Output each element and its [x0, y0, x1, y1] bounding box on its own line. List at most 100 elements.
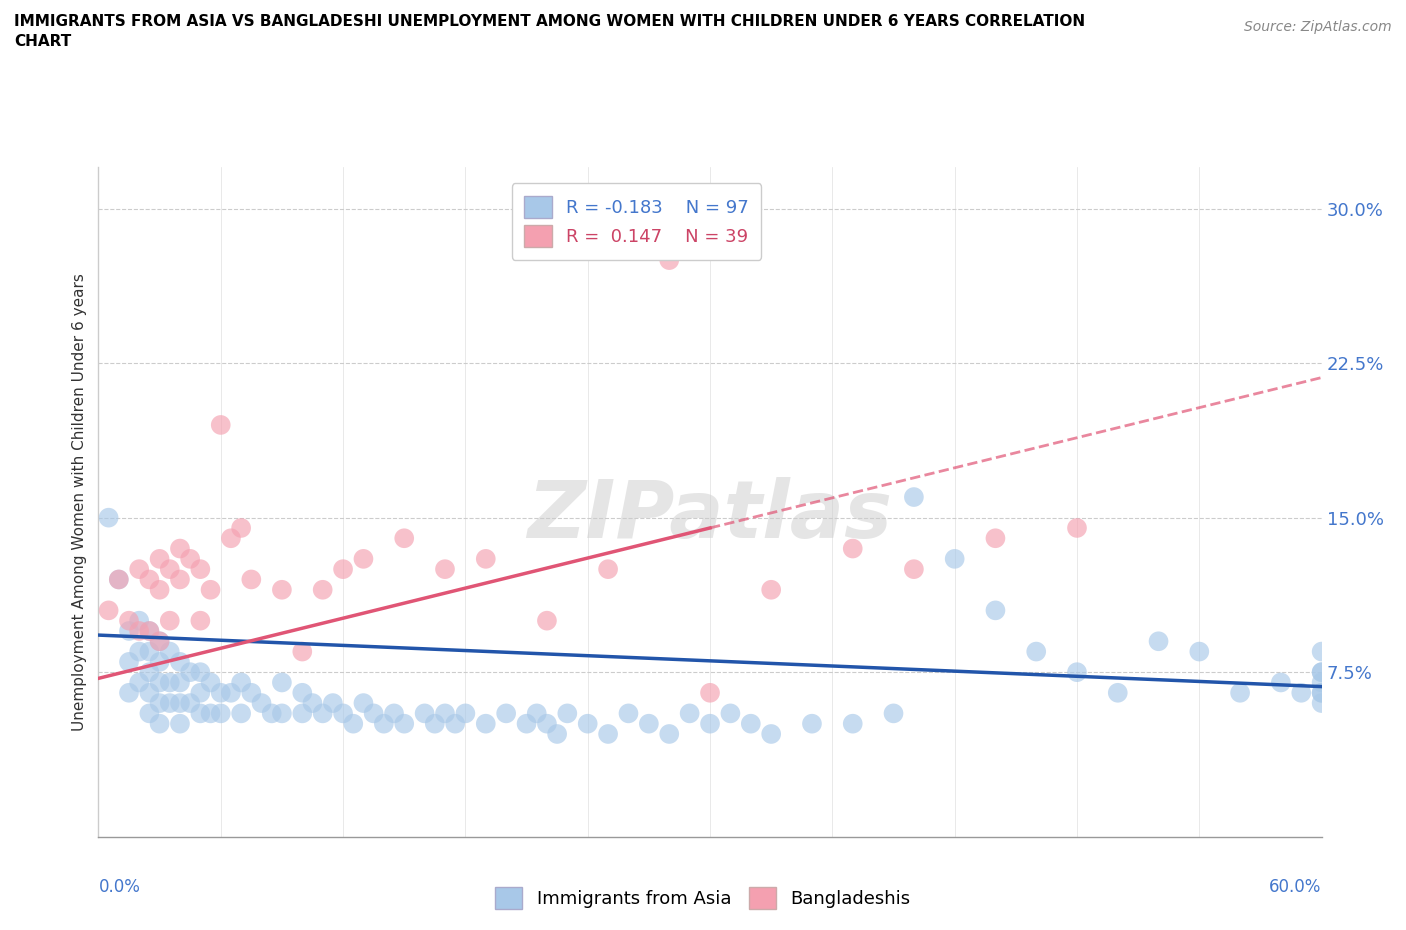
Point	[1107, 685, 1129, 700]
Text: ZIPatlas: ZIPatlas	[527, 476, 893, 554]
Point	[149, 551, 172, 566]
Point	[423, 716, 446, 731]
Point	[209, 706, 232, 721]
Point	[301, 696, 323, 711]
Point	[97, 511, 120, 525]
Point	[536, 716, 558, 731]
Point	[516, 716, 538, 731]
Point	[159, 644, 181, 659]
Point	[188, 562, 212, 577]
Point	[108, 572, 131, 587]
Point	[312, 706, 335, 721]
Point	[200, 582, 222, 597]
Point	[658, 726, 681, 741]
Point	[149, 716, 172, 731]
Point	[270, 582, 294, 597]
Point	[1310, 685, 1333, 700]
Point	[128, 562, 150, 577]
Point	[1310, 696, 1333, 711]
Point	[118, 623, 141, 638]
Point	[149, 634, 172, 649]
Point	[138, 623, 160, 638]
Point	[1270, 675, 1292, 690]
Point	[138, 623, 160, 638]
Point	[1147, 634, 1170, 649]
Point	[312, 582, 335, 597]
Point	[699, 685, 721, 700]
Point	[138, 685, 160, 700]
Point	[903, 562, 925, 577]
Point	[270, 706, 294, 721]
Point	[200, 706, 222, 721]
Point	[332, 562, 354, 577]
Point	[169, 696, 191, 711]
Point	[841, 541, 863, 556]
Point	[169, 655, 191, 670]
Point	[159, 696, 181, 711]
Point	[332, 706, 354, 721]
Point	[231, 521, 253, 536]
Legend: Immigrants from Asia, Bangladeshis: Immigrants from Asia, Bangladeshis	[488, 880, 918, 916]
Point	[598, 726, 620, 741]
Point	[658, 253, 681, 268]
Point	[474, 716, 498, 731]
Point	[291, 706, 314, 721]
Point	[1310, 665, 1333, 680]
Point	[270, 675, 294, 690]
Point	[1025, 644, 1047, 659]
Point	[240, 572, 263, 587]
Point	[576, 716, 599, 731]
Point	[637, 716, 661, 731]
Point	[444, 716, 467, 731]
Point	[240, 685, 263, 700]
Point	[169, 716, 191, 731]
Point	[128, 623, 150, 638]
Point	[188, 665, 212, 680]
Point	[392, 531, 416, 546]
Point	[1291, 685, 1313, 700]
Point	[128, 613, 150, 628]
Point	[200, 675, 222, 690]
Text: 60.0%: 60.0%	[1270, 878, 1322, 897]
Point	[679, 706, 702, 721]
Point	[169, 675, 191, 690]
Point	[159, 562, 181, 577]
Point	[1066, 521, 1088, 536]
Point	[138, 572, 160, 587]
Point	[322, 696, 344, 711]
Point	[219, 685, 242, 700]
Point	[231, 706, 253, 721]
Point	[536, 613, 558, 628]
Point	[1066, 665, 1088, 680]
Point	[188, 613, 212, 628]
Point	[209, 418, 232, 432]
Point	[474, 551, 498, 566]
Point	[413, 706, 436, 721]
Point	[903, 489, 925, 504]
Point	[108, 572, 131, 587]
Point	[546, 726, 568, 741]
Point	[352, 696, 374, 711]
Point	[188, 706, 212, 721]
Point	[291, 644, 314, 659]
Point	[118, 613, 141, 628]
Point	[1310, 675, 1333, 690]
Point	[179, 665, 201, 680]
Point	[761, 582, 783, 597]
Point	[149, 634, 172, 649]
Point	[555, 706, 579, 721]
Point	[841, 716, 863, 731]
Point	[179, 696, 201, 711]
Point	[1310, 665, 1333, 680]
Point	[740, 716, 762, 731]
Point	[382, 706, 405, 721]
Point	[363, 706, 385, 721]
Point	[1188, 644, 1211, 659]
Text: 0.0%: 0.0%	[98, 878, 141, 897]
Point	[179, 551, 201, 566]
Point	[801, 716, 824, 731]
Y-axis label: Unemployment Among Women with Children Under 6 years: Unemployment Among Women with Children U…	[72, 273, 87, 731]
Text: IMMIGRANTS FROM ASIA VS BANGLADESHI UNEMPLOYMENT AMONG WOMEN WITH CHILDREN UNDER: IMMIGRANTS FROM ASIA VS BANGLADESHI UNEM…	[14, 14, 1085, 29]
Point	[352, 551, 374, 566]
Point	[118, 685, 141, 700]
